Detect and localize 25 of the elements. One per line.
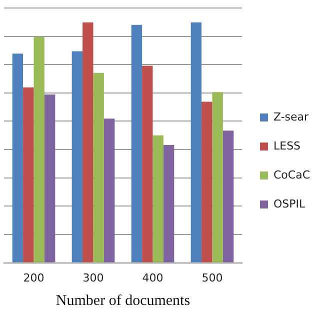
bar xyxy=(152,135,164,262)
legend-label: Z-sear xyxy=(273,110,310,124)
legend-label: CoCaC xyxy=(273,168,310,182)
legend-label: OSPIL xyxy=(273,197,306,210)
x-axis-title: Number of documents xyxy=(56,292,190,309)
x-tick-label: 500 xyxy=(202,271,223,284)
bar xyxy=(93,72,104,262)
bar xyxy=(72,51,83,262)
bar xyxy=(190,22,202,262)
x-tick-label: 200 xyxy=(23,271,44,284)
bar xyxy=(44,94,56,262)
bar xyxy=(34,36,44,262)
legend-label: LESS xyxy=(273,139,301,152)
bar xyxy=(202,102,212,262)
bar xyxy=(212,92,223,262)
bar xyxy=(104,118,115,262)
x-tick-label: 300 xyxy=(82,271,104,284)
bar xyxy=(131,24,142,262)
bar xyxy=(163,145,174,262)
bar xyxy=(12,54,24,262)
bar xyxy=(222,130,234,262)
bar xyxy=(23,87,34,262)
bar xyxy=(142,66,153,262)
x-tick-label: 400 xyxy=(142,271,164,284)
bar xyxy=(82,22,94,262)
